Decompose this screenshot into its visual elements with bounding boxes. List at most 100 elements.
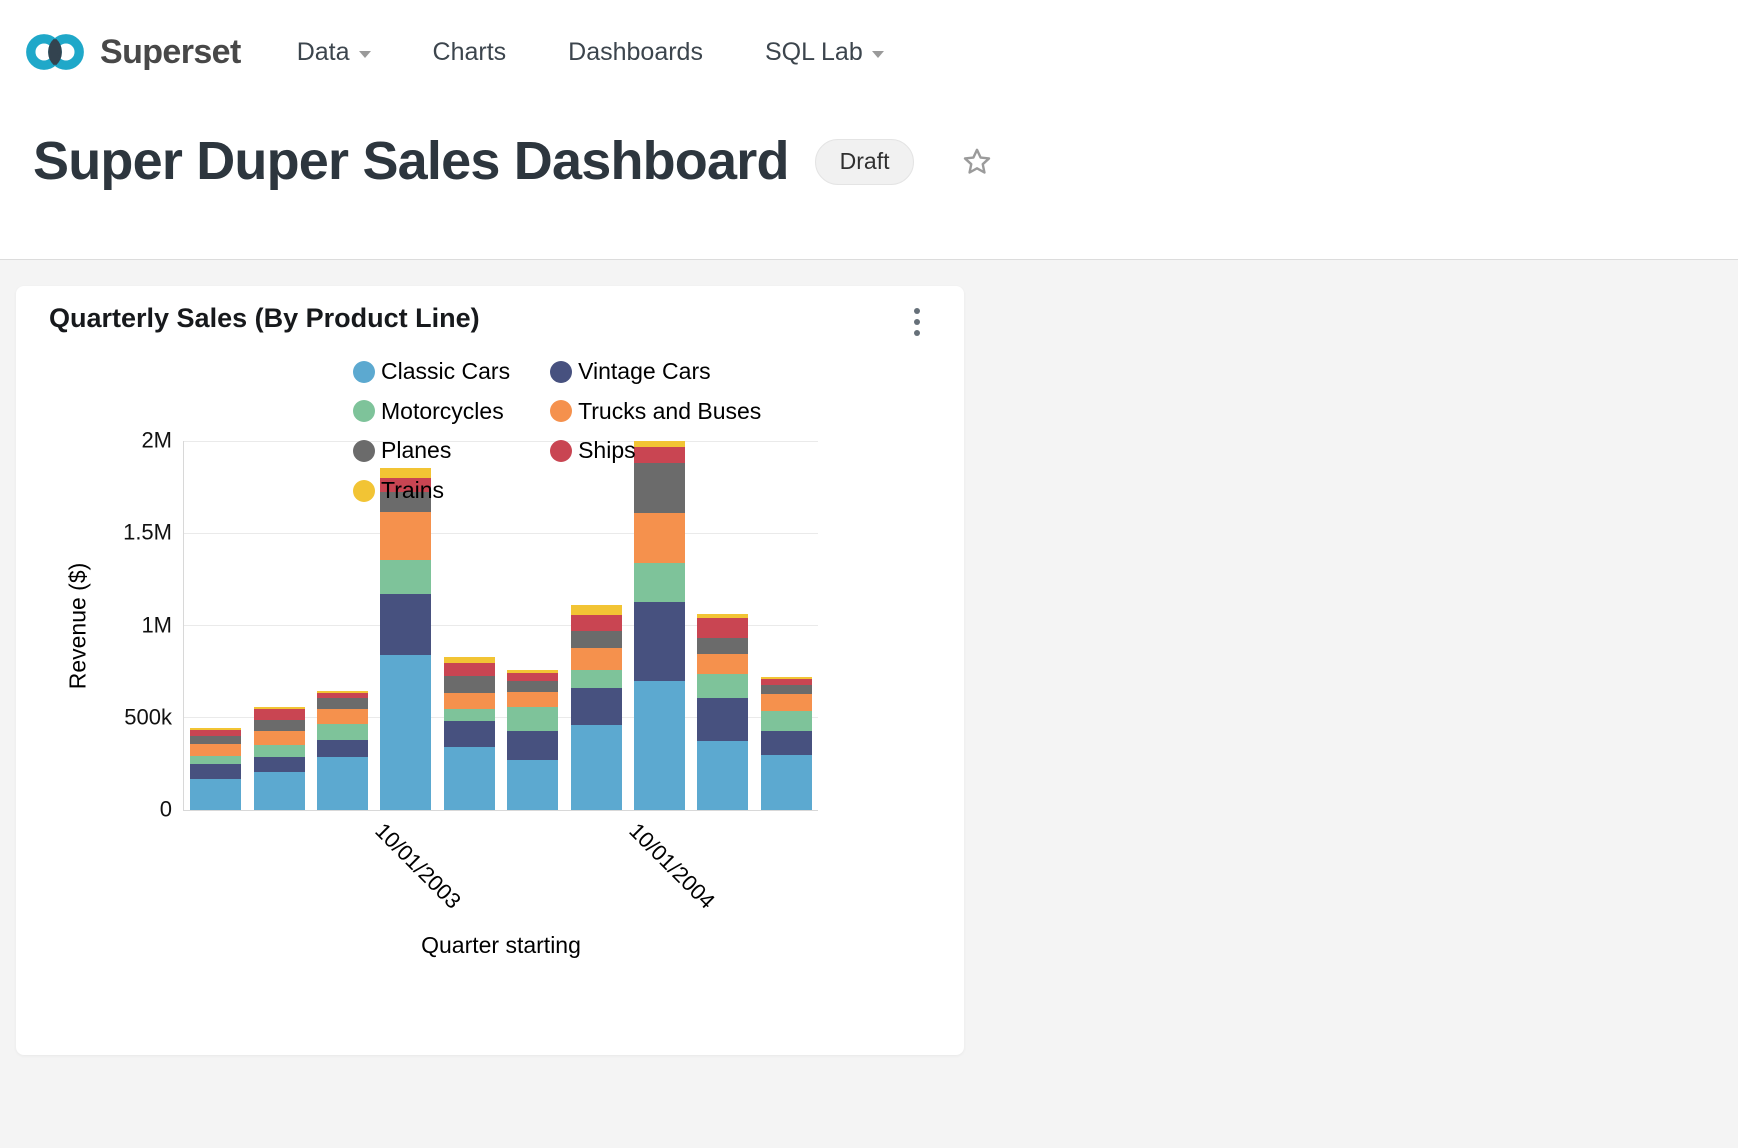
bar-segment-classic-cars[interactable] [507, 760, 559, 810]
bar-segment-planes[interactable] [380, 491, 432, 513]
legend-swatch-icon [353, 439, 375, 462]
bar-segment-vintage-cars[interactable] [190, 763, 242, 779]
legend-item-ships[interactable]: Ships [550, 437, 761, 465]
bar-segment-motorcycles[interactable] [190, 756, 242, 764]
bar-segment-trains[interactable] [443, 656, 495, 664]
bar-segment-trucks-and-buses[interactable] [697, 654, 749, 675]
brand-logo[interactable]: Superset [22, 30, 241, 74]
bar-segment-classic-cars[interactable] [697, 740, 749, 810]
bar-segment-trucks-and-buses[interactable] [634, 513, 685, 563]
legend-label: Classic Cars [381, 358, 511, 384]
bar-segment-classic-cars[interactable] [443, 747, 495, 810]
bar-segment-trains[interactable] [634, 441, 685, 447]
bar-segment-ships[interactable] [634, 446, 685, 464]
x-axis-label: Quarter starting [421, 932, 581, 958]
bar-segment-vintage-cars[interactable] [570, 688, 622, 726]
y-tick-label: 2M [141, 427, 172, 453]
nav-item-dashboards[interactable]: Dashboards [568, 38, 703, 67]
bar-segment-trucks-and-buses[interactable] [253, 730, 305, 746]
bar-segment-planes[interactable] [507, 680, 559, 692]
x-tick-label: 10/01/2003 [370, 818, 466, 914]
bar-segment-motorcycles[interactable] [507, 706, 559, 731]
bar-segment-trains[interactable] [190, 727, 242, 730]
bar-segment-trucks-and-buses[interactable] [760, 693, 812, 712]
legend-item-planes[interactable]: Planes [353, 437, 510, 465]
bar-segment-vintage-cars[interactable] [317, 739, 368, 758]
bar-segment-trucks-and-buses[interactable] [443, 692, 495, 710]
nav-item-sql-lab[interactable]: SQL Lab [765, 38, 884, 67]
bar-07/01/2003 [317, 691, 368, 810]
bar-segment-planes[interactable] [253, 719, 305, 731]
bar-segment-trains[interactable] [507, 669, 559, 674]
bar-segment-trucks-and-buses[interactable] [317, 709, 368, 725]
bar-segment-motorcycles[interactable] [380, 560, 432, 595]
bar-segment-planes[interactable] [697, 638, 749, 655]
bar-segment-classic-cars[interactable] [570, 725, 622, 810]
bar-segment-classic-cars[interactable] [253, 772, 305, 810]
legend-item-trains[interactable]: Trains [353, 477, 510, 505]
bar-segment-ships[interactable] [570, 614, 622, 632]
bar-segment-classic-cars[interactable] [634, 680, 685, 810]
legend-item-motorcycles[interactable]: Motorcycles [353, 398, 510, 426]
bar-segment-vintage-cars[interactable] [760, 730, 812, 755]
y-tick-label: 1M [141, 611, 172, 637]
legend-item-trucks-and-buses[interactable]: Trucks and Buses [550, 398, 761, 426]
bar-segment-trains[interactable] [760, 677, 812, 679]
brand-name: Superset [100, 32, 241, 71]
bar-segment-vintage-cars[interactable] [380, 594, 432, 655]
bar-segment-ships[interactable] [380, 477, 432, 492]
bar-segment-trucks-and-buses[interactable] [507, 691, 559, 707]
legend-item-classic-cars[interactable]: Classic Cars [353, 358, 510, 386]
bar-segment-trains[interactable] [380, 467, 432, 478]
kebab-menu-icon[interactable] [906, 300, 928, 344]
draft-status-badge[interactable]: Draft [814, 138, 915, 185]
bar-segment-vintage-cars[interactable] [697, 698, 749, 741]
bar-segment-ships[interactable] [697, 618, 749, 639]
legend-label: Trains [381, 476, 445, 503]
main-nav: Data Charts Dashboards SQL Lab [297, 38, 884, 67]
bar-segment-vintage-cars[interactable] [253, 756, 305, 773]
bar-segment-classic-cars[interactable] [190, 778, 242, 810]
bar-segment-trains[interactable] [253, 706, 305, 710]
bar-segment-motorcycles[interactable] [253, 745, 305, 757]
bar-segment-planes[interactable] [760, 685, 812, 694]
bar-segment-planes[interactable] [443, 676, 495, 693]
legend-item-vintage-cars[interactable]: Vintage Cars [550, 358, 761, 386]
bar-segment-trucks-and-buses[interactable] [380, 512, 432, 561]
bar-segment-planes[interactable] [190, 736, 242, 744]
bar-segment-planes[interactable] [570, 631, 622, 648]
bar-segment-classic-cars[interactable] [380, 655, 432, 810]
bar-segment-motorcycles[interactable] [697, 674, 749, 699]
bar-segment-trains[interactable] [570, 605, 622, 615]
bar-segment-motorcycles[interactable] [570, 669, 622, 689]
nav-item-charts[interactable]: Charts [433, 38, 507, 67]
favorite-star-icon[interactable] [960, 145, 994, 179]
bar-segment-planes[interactable] [634, 463, 685, 514]
legend-swatch-icon [353, 360, 375, 383]
nav-item-data[interactable]: Data [297, 38, 371, 67]
bar-segment-motorcycles[interactable] [317, 724, 368, 740]
bar-segment-planes[interactable] [317, 698, 368, 710]
bar-segment-ships[interactable] [253, 709, 305, 720]
bar-segment-ships[interactable] [507, 673, 559, 681]
bar-segment-vintage-cars[interactable] [443, 720, 495, 748]
bar-segment-trucks-and-buses[interactable] [190, 743, 242, 757]
gridline [184, 532, 818, 534]
bar-segment-motorcycles[interactable] [760, 711, 812, 731]
dashboard-header: Super Duper Sales Dashboard Draft [0, 131, 1738, 191]
bar-segment-ships[interactable] [443, 663, 495, 677]
bar-segment-vintage-cars[interactable] [634, 601, 685, 681]
bar-segment-trains[interactable] [697, 613, 749, 619]
bar-segment-classic-cars[interactable] [760, 754, 812, 810]
bar-segment-trucks-and-buses[interactable] [570, 647, 622, 670]
bar-segment-motorcycles[interactable] [634, 562, 685, 602]
bar-segment-motorcycles[interactable] [443, 709, 495, 721]
bar-segment-classic-cars[interactable] [317, 757, 368, 810]
bar-segment-vintage-cars[interactable] [507, 730, 559, 761]
bar-segment-trains[interactable] [317, 691, 368, 693]
bar-segment-ships[interactable] [317, 692, 368, 699]
bar-segment-ships[interactable] [760, 678, 812, 686]
bar-segment-ships[interactable] [190, 729, 242, 737]
nav-item-label: Charts [432, 37, 507, 66]
x-tick-label: 10/01/2004 [623, 818, 720, 914]
